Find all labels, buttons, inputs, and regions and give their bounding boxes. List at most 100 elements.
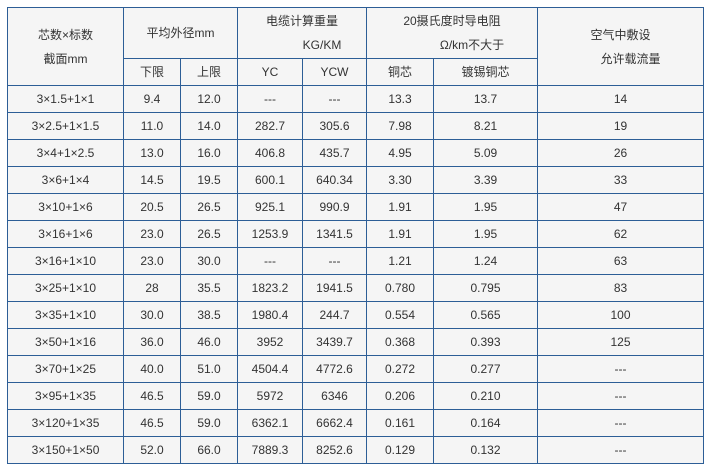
table-row: 3×120+1×35 46.5 59.0 6362.1 6662.4 0.161 0.164… bbox=[7, 409, 704, 437]
table-cell: 0.272 bbox=[366, 355, 435, 383]
table-cell: 0.393 bbox=[433, 328, 539, 356]
table-cell: --- bbox=[537, 382, 704, 410]
table-cell: 11.0 bbox=[123, 112, 181, 140]
table-cell: 1980.4 bbox=[237, 301, 303, 329]
table-cell: 47 bbox=[537, 193, 704, 221]
table-cell: 305.6 bbox=[301, 112, 368, 140]
table-cell: --- bbox=[237, 85, 303, 113]
table-row: 3×35+1×10 30.0 38.5 1980.4 244.7 0.554 0.565 10… bbox=[7, 301, 704, 329]
table-cell: 35.5 bbox=[180, 274, 238, 302]
table-cell: 33 bbox=[537, 166, 704, 194]
header-weight-line1: 电缆计算重量 bbox=[266, 14, 339, 28]
table-cell: 1.91 bbox=[366, 193, 435, 221]
table-cell: 0.277 bbox=[433, 355, 539, 383]
table-cell: 12.0 bbox=[180, 85, 238, 113]
table-cell: --- bbox=[537, 409, 704, 437]
table-cell: 19 bbox=[537, 112, 704, 140]
table-cell: 3×2.5+1×1.5 bbox=[7, 112, 124, 140]
table-cell: 14.5 bbox=[123, 166, 181, 194]
header-ycw: YCW bbox=[301, 58, 368, 86]
table-cell: 26.5 bbox=[180, 193, 238, 221]
table-cell: 62 bbox=[537, 220, 704, 248]
table-cell: 19.5 bbox=[180, 166, 238, 194]
table-row: 3×25+1×10 28 35.5 1823.2 1941.5 0.780 0.795 83 bbox=[7, 274, 704, 302]
header-lower: 下限 bbox=[123, 58, 181, 86]
table-cell: 3×70+1×25 bbox=[7, 355, 124, 383]
table-cell: 100 bbox=[537, 301, 704, 329]
table-cell: 3×6+1×4 bbox=[7, 166, 124, 194]
header-spec-line1: 芯数×标数 bbox=[37, 27, 93, 42]
table-cell: 1.95 bbox=[433, 193, 539, 221]
table-cell: 66.0 bbox=[180, 436, 238, 464]
table-cell: 3×16+1×6 bbox=[7, 220, 124, 248]
table-cell: 51.0 bbox=[180, 355, 238, 383]
table-cell: 83 bbox=[537, 274, 704, 302]
table-row: 3×2.5+1×1.5 11.0 14.0 282.7 305.6 7.98 8.21 19 bbox=[7, 112, 704, 140]
table-cell: 1341.5 bbox=[301, 220, 368, 248]
header-resistance: 20摄氏度时导电阻 Ω/km不大于 bbox=[366, 7, 539, 59]
table-cell: 3.39 bbox=[433, 166, 539, 194]
table-cell: 3×10+1×6 bbox=[7, 193, 124, 221]
table-cell: 28 bbox=[123, 274, 181, 302]
table-cell: 7889.3 bbox=[237, 436, 303, 464]
header-resistance-line1: 20摄氏度时导电阻 bbox=[403, 14, 501, 28]
table-cell: 14.0 bbox=[180, 112, 238, 140]
table-cell: 52.0 bbox=[123, 436, 181, 464]
table-cell: 4772.6 bbox=[301, 355, 368, 383]
table-cell: 38.5 bbox=[180, 301, 238, 329]
table-cell: --- bbox=[537, 355, 704, 383]
table-cell: 406.8 bbox=[237, 139, 303, 167]
table-cell: 9.4 bbox=[123, 85, 181, 113]
table-cell: 435.7 bbox=[301, 139, 368, 167]
header-copper: 铜芯 bbox=[366, 58, 435, 86]
table-cell: 7.98 bbox=[366, 112, 435, 140]
table-cell: --- bbox=[301, 85, 368, 113]
table-cell: 63 bbox=[537, 247, 704, 275]
table-cell: 0.210 bbox=[433, 382, 539, 410]
header-weight-unit: KG/KM bbox=[302, 38, 342, 52]
table-cell: 13.7 bbox=[433, 85, 539, 113]
table-cell: 0.206 bbox=[366, 382, 435, 410]
table-cell: 0.368 bbox=[366, 328, 435, 356]
table-cell: 59.0 bbox=[180, 409, 238, 437]
table-cell: 3×120+1×35 bbox=[7, 409, 124, 437]
table-cell: 0.565 bbox=[433, 301, 539, 329]
table-cell: 30.0 bbox=[123, 301, 181, 329]
header-ampacity-line2: 允许载流量 bbox=[600, 51, 661, 66]
header-upper: 上限 bbox=[180, 58, 238, 86]
table-cell: 59.0 bbox=[180, 382, 238, 410]
table-cell: 16.0 bbox=[180, 139, 238, 167]
header-ampacity: 空气中敷设 允许载流量 bbox=[537, 7, 704, 86]
table-cell: 1.91 bbox=[366, 220, 435, 248]
table-cell: 3×1.5+1×1 bbox=[7, 85, 124, 113]
header-diameter: 平均外径mm bbox=[123, 7, 238, 59]
table-row: 3×16+1×6 23.0 26.5 1253.9 1341.5 1.91 1.95 62 bbox=[7, 220, 704, 248]
table-cell: 0.164 bbox=[433, 409, 539, 437]
table-cell: 1.24 bbox=[433, 247, 539, 275]
table-cell: 4.95 bbox=[366, 139, 435, 167]
table-cell: 0.780 bbox=[366, 274, 435, 302]
header-ampacity-line1: 空气中敷设 bbox=[590, 27, 651, 42]
table-cell: 3439.7 bbox=[301, 328, 368, 356]
table-cell: 3×50+1×16 bbox=[7, 328, 124, 356]
table-cell: 640.34 bbox=[301, 166, 368, 194]
table-cell: 0.554 bbox=[366, 301, 435, 329]
table-cell: 0.129 bbox=[366, 436, 435, 464]
table-cell: 26.5 bbox=[180, 220, 238, 248]
table-cell: 46.5 bbox=[123, 409, 181, 437]
table-cell: 3×16+1×10 bbox=[7, 247, 124, 275]
table-cell: 1941.5 bbox=[301, 274, 368, 302]
table-cell: 36.0 bbox=[123, 328, 181, 356]
table-cell: 46.5 bbox=[123, 382, 181, 410]
table-cell: 1.95 bbox=[433, 220, 539, 248]
table-row: 3×50+1×16 36.0 46.0 3952 3439.7 0.368 0.393 125 bbox=[7, 328, 704, 356]
table-cell: 23.0 bbox=[123, 220, 181, 248]
table-cell: --- bbox=[301, 247, 368, 275]
table-cell: 3952 bbox=[237, 328, 303, 356]
cable-spec-table: 芯数×标数 截面mm 平均外径mm 电缆计算重量 KG/KM 20摄氏度时导电阻… bbox=[7, 7, 704, 464]
header-yc: YC bbox=[237, 58, 303, 86]
table-cell: 282.7 bbox=[237, 112, 303, 140]
table-cell: 1253.9 bbox=[237, 220, 303, 248]
subheader-row: 下限 上限 YC YCW 铜芯 镀锡铜芯 bbox=[8, 58, 704, 86]
table-cell: 30.0 bbox=[180, 247, 238, 275]
